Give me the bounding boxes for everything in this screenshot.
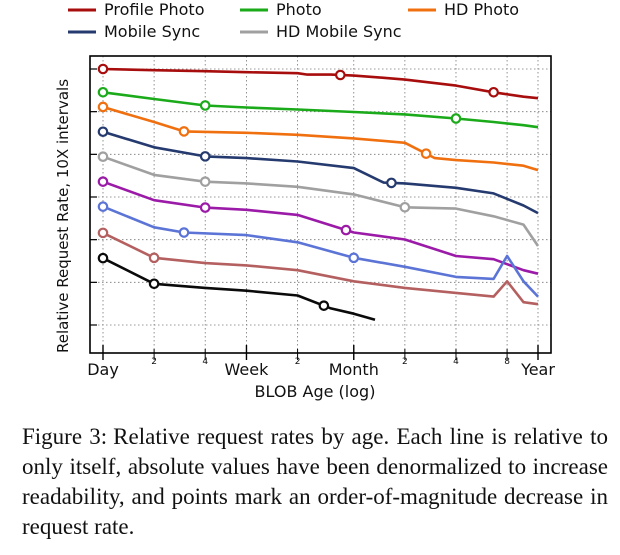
series-layer <box>97 63 540 322</box>
series-mobile-sync <box>97 126 539 215</box>
series-unnamed-7 <box>97 227 539 306</box>
x-minor-tick-label: 2 <box>402 357 408 367</box>
x-minor-tick-label: 8 <box>504 357 510 367</box>
decade-marker <box>488 86 499 98</box>
decade-marker <box>199 202 211 213</box>
series-hd-photo <box>97 101 539 172</box>
decade-marker <box>199 100 211 111</box>
decade-marker <box>450 113 462 124</box>
series-profile-photo <box>97 63 539 100</box>
series-line <box>102 105 539 172</box>
decade-marker <box>318 300 330 311</box>
decade-marker <box>97 63 109 75</box>
legend-label: Profile Photo <box>104 0 204 19</box>
legend-label: Mobile Sync <box>104 22 200 41</box>
figure-caption: Figure 3: Relative request rates by age. … <box>22 422 608 542</box>
decade-marker <box>148 252 160 264</box>
decade-marker <box>97 101 109 113</box>
plot-frame <box>89 55 552 354</box>
decade-marker <box>97 252 109 264</box>
legend-item: Mobile Sync <box>68 22 200 41</box>
decade-marker <box>97 227 109 239</box>
caption-text: Relative request rates by age. Each line… <box>22 424 608 539</box>
decade-marker <box>178 126 190 137</box>
legend-item: HD Mobile Sync <box>240 22 402 41</box>
x-minor-tick-label: 4 <box>453 357 459 367</box>
decade-marker <box>97 86 109 98</box>
decade-marker <box>386 177 397 189</box>
legend-item: Profile Photo <box>68 0 204 19</box>
decade-marker <box>340 224 352 236</box>
series-unnamed-8 <box>97 252 376 322</box>
request-rate-chart: Profile Photo Photo HD Photo Mobile Sync HD … <box>54 0 555 401</box>
decade-marker <box>348 252 360 264</box>
legend-label: HD Mobile Sync <box>276 22 402 41</box>
decade-marker <box>97 176 109 187</box>
x-minor-tick-label: 4 <box>202 357 208 367</box>
decade-marker <box>399 201 411 213</box>
x-axis-label: BLOB Age (log) <box>255 382 376 401</box>
series-line <box>102 155 540 247</box>
x-tick-label: Week <box>225 360 270 379</box>
series-line <box>102 67 539 100</box>
decade-marker <box>420 148 432 159</box>
decade-marker <box>97 151 109 162</box>
series-line <box>102 91 539 129</box>
legend-item: Photo <box>240 0 322 19</box>
decade-marker <box>97 126 109 138</box>
decade-marker <box>199 151 211 162</box>
decade-marker <box>199 176 211 187</box>
series-photo <box>97 86 539 129</box>
series-line <box>102 257 376 322</box>
decade-marker <box>148 278 160 290</box>
x-tick-label: Year <box>520 360 555 379</box>
series-line <box>102 205 539 298</box>
series-line <box>102 130 539 215</box>
x-minor-tick-label: 2 <box>295 357 301 367</box>
decade-marker <box>97 201 109 212</box>
legend-label: HD Photo <box>444 0 519 19</box>
series-line <box>102 231 539 306</box>
legend-label: Photo <box>276 0 322 19</box>
x-tick-label: Day <box>87 360 119 379</box>
series-hd-mobile-sync <box>97 151 540 247</box>
decade-marker <box>178 227 190 238</box>
x-minor-tick-label: 2 <box>151 357 157 367</box>
decade-marker <box>335 69 346 81</box>
legend: Profile Photo Photo HD Photo Mobile Sync HD … <box>68 0 519 41</box>
caption-label: Figure 3: <box>22 424 108 449</box>
x-axis-ticks: Day Week Month Year 2 4 2 2 4 8 <box>87 345 555 379</box>
x-tick-label: Month <box>329 360 379 379</box>
y-axis-label: Relative Request Rate, 10X intervals <box>54 79 72 353</box>
series-unnamed-6 <box>97 201 539 298</box>
legend-item: HD Photo <box>408 0 519 19</box>
